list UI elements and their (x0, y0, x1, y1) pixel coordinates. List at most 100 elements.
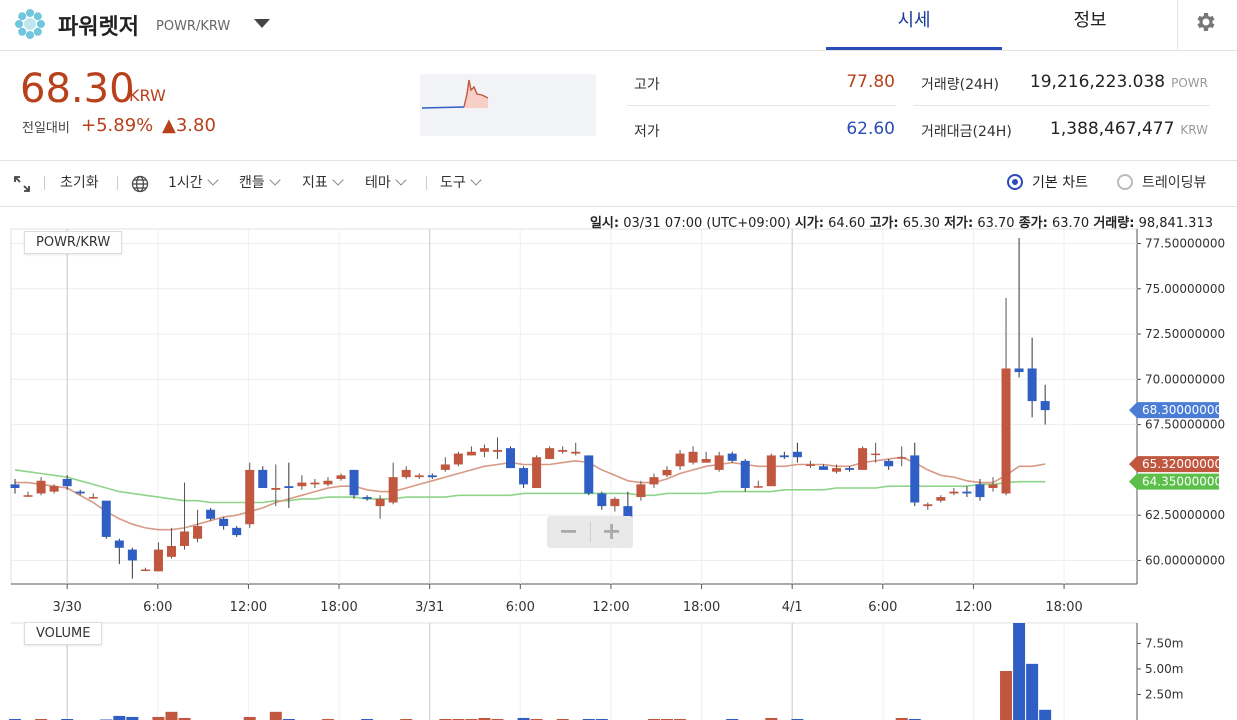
candle-body (727, 453, 737, 461)
volume-value: 19,216,223.038 (1029, 72, 1166, 92)
chevron-down-icon (395, 174, 407, 186)
toolbar-divider (117, 176, 118, 190)
candle-body (323, 480, 333, 485)
time-tick-label: 6:00 (143, 600, 172, 615)
tradingview-radio[interactable] (1117, 174, 1133, 190)
candle-dropdown[interactable]: 캔들 (239, 160, 281, 206)
candle-body (610, 498, 620, 507)
high-value: 77.80 (846, 72, 895, 92)
ohlc-info: 일시: 03/31 07:00 (UTC+09:00) 시가: 64.60 고가… (590, 212, 1213, 231)
candle-body (753, 486, 763, 488)
candle-body (479, 448, 489, 452)
volume-pane-label: VOLUME (24, 622, 103, 645)
tradingview-label[interactable]: 트레이딩뷰 (1142, 175, 1207, 191)
volume-bar (674, 718, 687, 720)
candle-body (427, 475, 437, 478)
interval-label: 1시간 (168, 175, 203, 191)
volume-bar (465, 718, 478, 720)
ohlc-open-label: 시가: (794, 216, 824, 231)
time-tick-label: 3/31 (415, 600, 444, 615)
candle-body (88, 497, 98, 499)
price-tag-label: 64.35000000 (1142, 475, 1222, 489)
reset-button[interactable]: 초기화 (60, 175, 99, 191)
zoom-out-button[interactable]: − (558, 517, 579, 545)
time-tick-label: 6:00 (868, 600, 897, 615)
volume-bar (35, 718, 48, 720)
price-tick-label: 70.00000000 (1145, 372, 1225, 386)
tools-dropdown[interactable]: 도구 (440, 160, 482, 206)
price-tag-label: 65.32000000 (1142, 457, 1222, 471)
tab-info[interactable]: 정보 (1073, 10, 1107, 31)
volume-bar (243, 716, 256, 720)
candle-body (101, 500, 111, 537)
price-unit: KRW (129, 86, 166, 105)
candle-body (949, 491, 959, 494)
volume-bar (661, 718, 673, 720)
price-tick-label: 62.50000000 (1145, 508, 1225, 522)
volume-24h: 19,216,223.038 POWR (1000, 72, 1208, 92)
price-tag (1129, 473, 1219, 490)
expand-icon[interactable] (14, 176, 30, 192)
gear-icon[interactable] (1194, 10, 1218, 34)
candle-body (1040, 401, 1050, 411)
candle-body (466, 451, 476, 456)
volume-bar (1013, 623, 1026, 720)
change-percent: +5.89% (81, 115, 154, 136)
tab-price[interactable]: 시세 (826, 0, 1002, 50)
candlestick-chart[interactable]: 77.50000000 75.00000000 72.50000000 70.0000… (0, 207, 1237, 720)
candle-body (936, 497, 946, 501)
candle-body (688, 451, 698, 463)
low-value: 62.60 (846, 119, 895, 139)
candle-body (336, 475, 346, 479)
ohlc-high: 65.30 (902, 216, 940, 231)
ohlc-volume-label: 거래량: (1093, 216, 1135, 231)
volume-bar (113, 715, 126, 720)
volume-bar (908, 718, 921, 720)
volume-bar (517, 717, 530, 720)
candle-body (10, 484, 20, 489)
volume-bar (1026, 663, 1039, 720)
basic-chart-label[interactable]: 기본 차트 (1032, 175, 1088, 191)
interval-dropdown[interactable]: 1시간 (168, 160, 219, 206)
candle-body (584, 455, 594, 494)
candle-body (519, 468, 529, 485)
volume-tick-label: 5.00m (1145, 662, 1183, 676)
ohlc-close: 63.70 (1051, 216, 1090, 231)
candle-body (258, 469, 268, 489)
candle-body (349, 469, 359, 496)
volume-bar (556, 718, 569, 720)
coin-pair: POWR/KRW (156, 19, 231, 34)
globe-icon[interactable] (131, 175, 149, 193)
volume-bar (491, 718, 504, 720)
volume-bar (452, 718, 465, 720)
candle-body (297, 482, 307, 487)
chevron-down-icon[interactable] (254, 19, 270, 28)
basic-chart-radio[interactable] (1007, 174, 1023, 190)
candle-body (975, 484, 985, 498)
zoom-in-button[interactable]: + (601, 517, 622, 545)
theme-dropdown[interactable]: 테마 (365, 160, 407, 206)
volume-bar (478, 717, 491, 720)
candle-body (871, 453, 881, 456)
candle-body (649, 477, 659, 485)
theme-label: 테마 (365, 175, 391, 191)
sparkline-line-high (463, 79, 489, 108)
candle-body (623, 506, 633, 525)
price-tag (1129, 456, 1219, 473)
volume-bar (726, 718, 739, 720)
indicator-dropdown[interactable]: 지표 (302, 160, 344, 206)
volume-bar (282, 718, 295, 720)
candle-body (36, 480, 46, 494)
time-tick-label: 18:00 (1045, 600, 1082, 615)
time-tick-label: 12:00 (592, 600, 629, 615)
high-label: 고가 (634, 77, 660, 93)
candle-body (832, 468, 842, 472)
candle-body (858, 448, 868, 470)
top-header: 파워렛저 POWR/KRW 시세 정보 (0, 0, 1237, 51)
price-tick-label: 77.50000000 (1145, 236, 1225, 250)
candle-body (166, 545, 176, 557)
candle-body (388, 477, 398, 503)
candle-body (714, 455, 724, 470)
candle-body (153, 549, 163, 572)
volume-bar (178, 717, 191, 720)
